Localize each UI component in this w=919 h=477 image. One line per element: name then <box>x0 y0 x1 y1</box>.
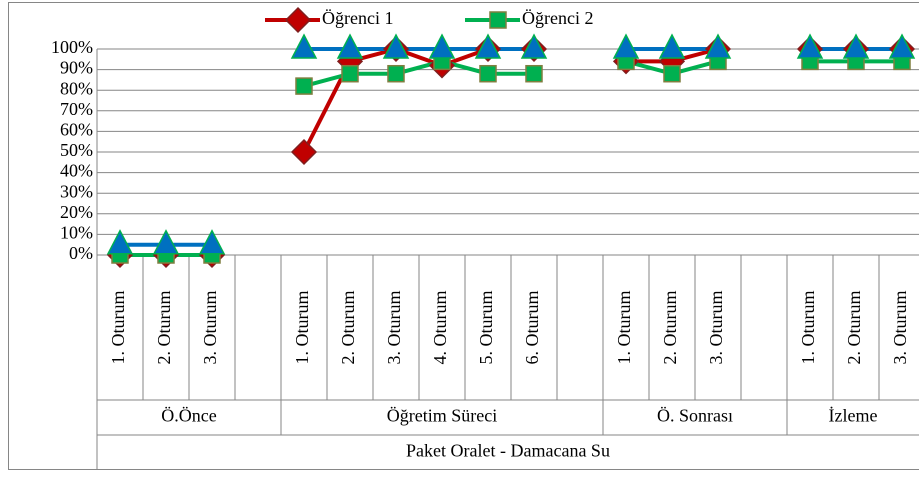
y-tick-label: 100% <box>51 37 93 57</box>
marker <box>842 33 870 59</box>
x-tick-label: 6. Oturum <box>522 291 542 365</box>
y-tick-label: 80% <box>60 78 93 98</box>
marker <box>152 229 180 255</box>
x-tick-label: 1. Oturum <box>292 291 312 365</box>
marker <box>295 77 313 95</box>
marker <box>663 64 681 83</box>
x-tick-label: 1. Oturum <box>798 291 818 365</box>
y-tick-label: 70% <box>60 99 93 119</box>
y-tick-label: 40% <box>60 161 93 181</box>
marker <box>520 33 548 59</box>
marker <box>336 33 364 59</box>
group-label: İzleme <box>829 406 878 426</box>
marker <box>796 33 824 59</box>
marker <box>525 64 543 83</box>
marker <box>341 64 359 83</box>
x-tick-label: 2. Oturum <box>660 291 680 365</box>
x-tick-label: 1. Oturum <box>108 291 128 365</box>
y-tick-label: 60% <box>60 120 93 140</box>
marker <box>489 11 507 29</box>
x-tick-label: 2. Oturum <box>844 291 864 365</box>
marker <box>290 33 318 59</box>
marker <box>290 138 318 166</box>
x-tick-label: 2. Oturum <box>338 291 358 365</box>
group-label: Ö. Sonrası <box>657 406 733 426</box>
x-tick-label: 3. Oturum <box>890 291 910 365</box>
marker <box>387 64 405 83</box>
x-tick-label: 3. Oturum <box>384 291 404 365</box>
marker <box>106 229 134 255</box>
marker <box>284 6 312 34</box>
chart-border <box>8 2 919 470</box>
marker <box>888 33 916 59</box>
legend-label: Öğrenci 1 <box>322 8 393 28</box>
x-tick-label: 3. Oturum <box>706 291 726 365</box>
marker <box>612 33 640 59</box>
x-tick-label: 1. Oturum <box>614 291 634 365</box>
marker <box>704 33 732 59</box>
marker <box>198 229 226 255</box>
marker <box>428 33 456 59</box>
y-tick-label: 90% <box>60 58 93 78</box>
y-tick-label: 50% <box>60 140 93 160</box>
group-label: Ö.Önce <box>161 406 216 426</box>
y-tick-label: 10% <box>60 223 93 243</box>
marker <box>382 33 410 59</box>
group-label: Öğretim Süreci <box>387 406 497 426</box>
marker <box>479 64 497 83</box>
legend-label: Öğrenci 2 <box>522 8 593 28</box>
x-tick-label: 4. Oturum <box>430 291 450 365</box>
x-tick-label: 3. Oturum <box>200 291 220 365</box>
x-tick-label: 2. Oturum <box>154 291 174 365</box>
supergroup-label: Paket Oralet - Damacana Su <box>406 441 610 461</box>
marker <box>474 33 502 59</box>
y-tick-label: 0% <box>69 243 93 263</box>
marker <box>658 33 686 59</box>
y-tick-label: 20% <box>60 202 93 222</box>
y-tick-label: 30% <box>60 181 93 201</box>
x-tick-label: 5. Oturum <box>476 291 496 365</box>
